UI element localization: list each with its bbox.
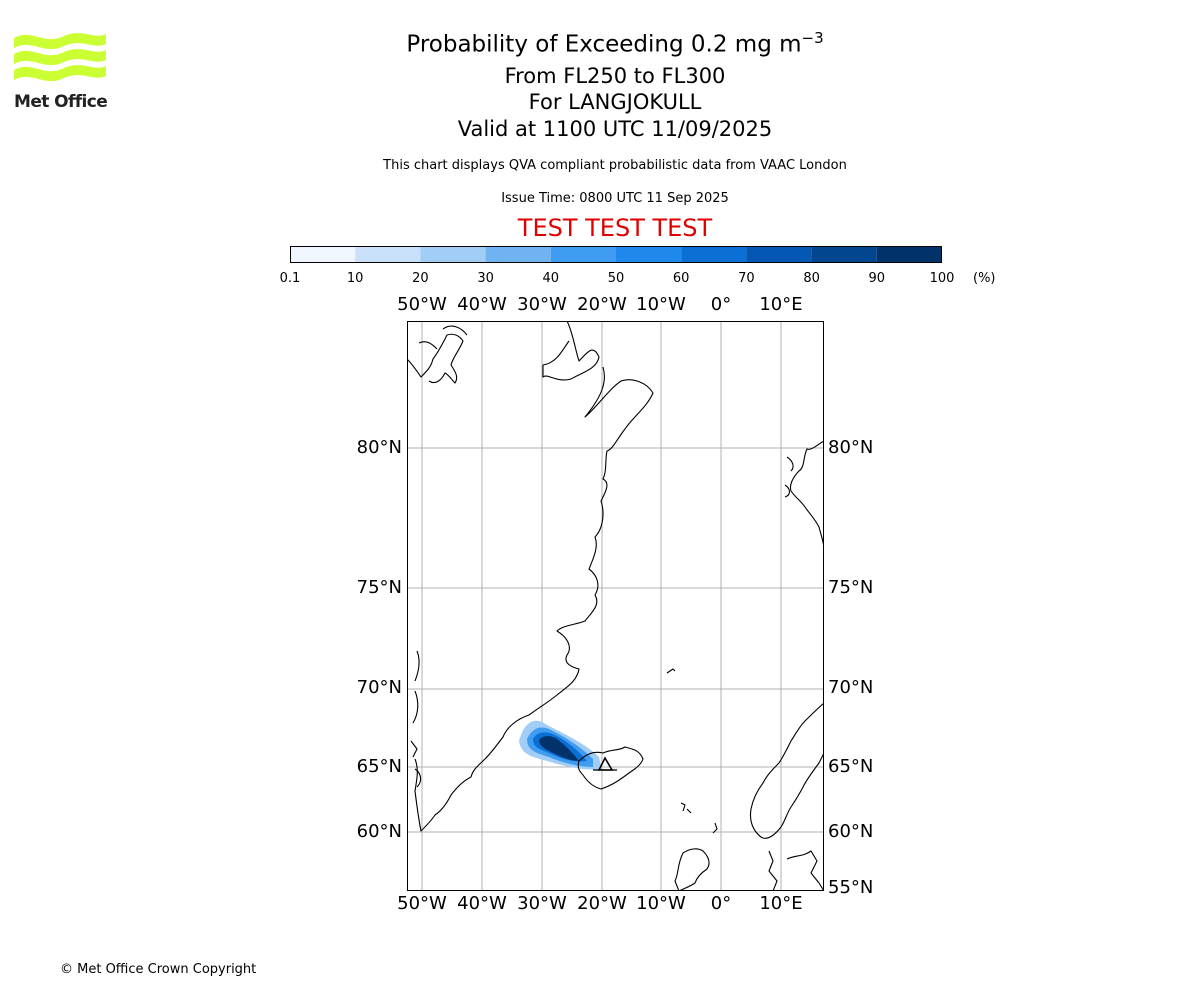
latitude-label: 60°N (356, 821, 402, 842)
colorbar-segment (485, 246, 551, 263)
colorbar-tick-label: 30 (477, 271, 494, 286)
latitude-label: 65°N (356, 756, 402, 777)
title-location: For LANGJOKULL (528, 90, 702, 114)
colorbar-tick-label: 40 (542, 271, 560, 286)
colorbar-segment (876, 246, 942, 263)
colorbar-segment (355, 246, 421, 263)
latitude-label: 65°N (828, 756, 874, 777)
latitude-label: 55°N (828, 877, 874, 898)
title-superscript: −3 (801, 29, 824, 47)
colorbar (290, 246, 942, 263)
test-banner: TEST TEST TEST (517, 214, 713, 242)
colorbar-tick-label: 70 (738, 271, 755, 286)
colorbar-unit: (%) (973, 271, 996, 286)
title-flight-levels: From FL250 to FL300 (504, 64, 726, 88)
issue-time: Issue Time: 0800 UTC 11 Sep 2025 (501, 191, 729, 206)
colorbar-tick-label: 20 (412, 271, 429, 286)
colorbar-tick-label: 50 (607, 271, 625, 286)
svalbard-coast (789, 440, 824, 550)
latitude-label: 70°N (828, 677, 874, 698)
coastlines (407, 321, 824, 891)
iceland-coast (577, 746, 644, 790)
latitude-label: 60°N (828, 821, 874, 842)
colorbar-tick-label: 10 (346, 271, 364, 286)
colorbar-segment (681, 246, 747, 263)
latitude-label: 80°N (828, 437, 874, 458)
map-frame (407, 321, 824, 891)
latitude-label: 80°N (356, 437, 402, 458)
subtitle: This chart displays QVA compliant probab… (383, 158, 847, 173)
colorbar-segment (550, 246, 616, 263)
copyright-notice: © Met Office Crown Copyright (60, 962, 257, 977)
colorbar-tick-label: 80 (803, 271, 820, 286)
colorbar-tick-label: 60 (672, 271, 690, 286)
met-office-logo-icon (14, 33, 106, 82)
colorbar-tick-label: 0.1 (279, 271, 301, 286)
title-valid-time: Valid at 1100 UTC 11/09/2025 (457, 117, 773, 141)
longitude-label: 10°E (759, 294, 803, 315)
title-main: Probability of Exceeding 0.2 mg m (406, 31, 802, 58)
latitude-label: 75°N (828, 577, 874, 598)
map-panel (407, 321, 824, 891)
longitude-label: 20°W (577, 893, 627, 914)
colorbar-segment (290, 246, 356, 263)
britain-coast (674, 848, 710, 891)
ash-probability-plume (519, 720, 602, 770)
longitude-label: 10°W (636, 294, 686, 315)
longitude-label: 20°W (577, 294, 627, 315)
scandinavia-coast (749, 702, 824, 839)
colorbar-segment (811, 246, 877, 263)
colorbar-tick-label: 100 (929, 271, 955, 286)
longitude-label: 50°W (397, 893, 447, 914)
colorbar-segment (420, 246, 486, 263)
logo-text: Met Office (14, 92, 108, 112)
greenland-coast (414, 321, 654, 832)
longitude-label: 40°W (457, 294, 507, 315)
longitude-label: 30°W (517, 294, 567, 315)
colorbar-segment (616, 246, 682, 263)
longitude-label: 30°W (517, 893, 567, 914)
graticule (407, 321, 824, 891)
latitude-label: 75°N (356, 577, 402, 598)
longitude-label: 50°W (397, 294, 447, 315)
latitude-label: 70°N (356, 677, 402, 698)
colorbar-tick-label: 90 (868, 271, 886, 286)
longitude-label: 10°W (636, 893, 686, 914)
colorbar-segment (746, 246, 812, 263)
longitude-label: 0° (710, 893, 732, 914)
longitude-label: 0° (710, 294, 732, 315)
longitude-label: 40°W (457, 893, 507, 914)
longitude-label: 10°E (759, 893, 803, 914)
chart-title: Probability of Exceeding 0.2 mg m−3 (300, 29, 930, 58)
